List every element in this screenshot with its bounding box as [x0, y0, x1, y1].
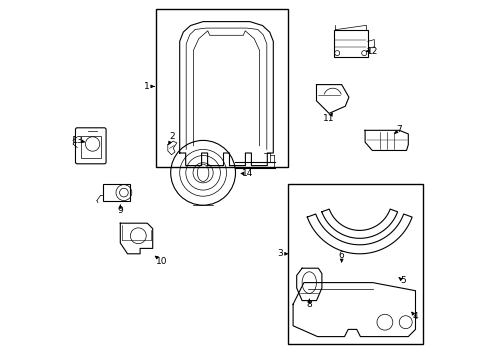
Text: 2: 2 — [169, 132, 175, 141]
Text: 13: 13 — [72, 136, 84, 145]
Text: 7: 7 — [396, 125, 401, 134]
Text: 4: 4 — [412, 312, 417, 321]
Text: 3: 3 — [277, 249, 283, 258]
Bar — [287, 184, 422, 344]
Polygon shape — [365, 130, 407, 150]
Bar — [156, 9, 287, 167]
Bar — [333, 30, 367, 57]
Text: 5: 5 — [399, 276, 405, 285]
Polygon shape — [120, 223, 152, 254]
Text: 10: 10 — [156, 256, 167, 265]
Text: 14: 14 — [242, 169, 253, 178]
Polygon shape — [316, 85, 348, 113]
Text: 1: 1 — [144, 82, 150, 91]
FancyBboxPatch shape — [75, 128, 106, 164]
Text: 6: 6 — [338, 251, 344, 260]
Bar — [81, 136, 101, 158]
Text: 8: 8 — [306, 300, 311, 309]
Text: 12: 12 — [366, 46, 377, 55]
Text: 9: 9 — [117, 206, 123, 215]
Bar — [103, 184, 130, 201]
Polygon shape — [296, 268, 321, 301]
Polygon shape — [292, 283, 415, 337]
Text: 11: 11 — [323, 114, 334, 123]
